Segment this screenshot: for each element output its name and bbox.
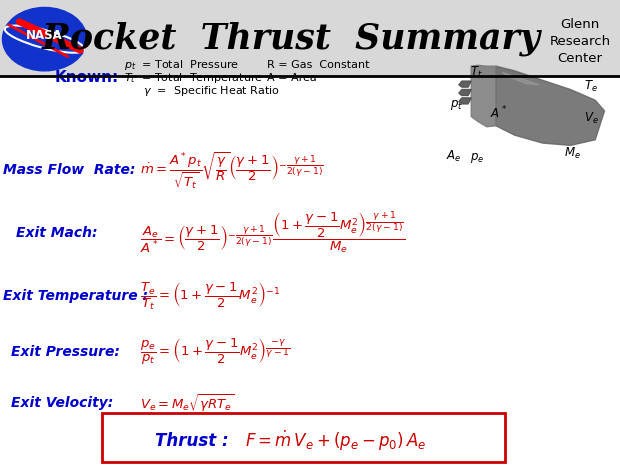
Text: Exit Mach:: Exit Mach: [16,226,97,240]
Text: Glenn
Research
Center: Glenn Research Center [549,19,611,65]
Text: R = Gas  Constant: R = Gas Constant [267,60,369,70]
Text: Mass Flow  Rate:: Mass Flow Rate: [3,163,136,177]
Polygon shape [471,65,496,127]
Text: $p_t$: $p_t$ [450,98,463,112]
Text: $\dfrac{A_e}{A^*} = \left( \dfrac{\gamma+1}{2} \right)^{-\dfrac{\gamma+1}{2(\gam: $\dfrac{A_e}{A^*} = \left( \dfrac{\gamma… [140,211,405,255]
Text: $V_e =  M_e \sqrt{\gamma R T_e}$: $V_e = M_e \sqrt{\gamma R T_e}$ [140,392,234,414]
FancyBboxPatch shape [102,413,505,462]
Polygon shape [459,98,471,104]
Circle shape [2,7,87,71]
Text: $T_e$: $T_e$ [584,79,598,94]
Text: Rocket  Thrust  Summary: Rocket Thrust Summary [42,22,541,56]
Text: $p_t$  = Total  Pressure: $p_t$ = Total Pressure [124,58,239,72]
Text: $M_e$: $M_e$ [564,146,581,161]
Text: NASA: NASA [26,29,63,42]
Text: Exit Velocity:: Exit Velocity: [11,396,113,410]
Text: Known:: Known: [55,70,119,85]
Text: $\gamma$  =  Specific Heat Ratio: $\gamma$ = Specific Heat Ratio [143,84,280,98]
Polygon shape [502,72,539,85]
Text: $\dfrac{T_e}{T_t} = \left( 1 + \dfrac{\gamma-1}{2} M_e^2 \right)^{-1}$: $\dfrac{T_e}{T_t} = \left( 1 + \dfrac{\g… [140,280,280,312]
Text: Thrust :: Thrust : [155,432,234,450]
Text: $A^*$: $A^*$ [490,104,507,121]
Text: $T_t$  = Total  Temperature: $T_t$ = Total Temperature [124,71,263,85]
Text: $\dot{m} = \dfrac{A^* p_t}{\sqrt{T_t}} \sqrt{\dfrac{\gamma}{R}} \left( \dfrac{\g: $\dot{m} = \dfrac{A^* p_t}{\sqrt{T_t}} \… [140,150,324,191]
Text: $T_t$: $T_t$ [470,65,482,80]
Text: Exit Pressure:: Exit Pressure: [11,345,120,359]
Polygon shape [459,89,471,96]
Text: $\dfrac{p_e}{p_t} = \left( 1 + \dfrac{\gamma-1}{2} M_e^2 \right)^{\dfrac{-\gamma: $\dfrac{p_e}{p_t} = \left( 1 + \dfrac{\g… [140,337,290,367]
Text: $V_e$: $V_e$ [584,111,599,126]
Text: Exit Temperature :: Exit Temperature : [3,289,148,303]
Polygon shape [459,81,471,87]
Text: A = Area: A = Area [267,73,316,83]
Text: $F = \dot{m}\, V_e + (p_e - p_0)\, A_e$: $F = \dot{m}\, V_e + (p_e - p_0)\, A_e$ [245,429,426,453]
Bar [0,0,620,76]
Text: $A_e$: $A_e$ [446,149,462,164]
Polygon shape [496,66,604,145]
Text: $p_e$: $p_e$ [470,151,484,165]
